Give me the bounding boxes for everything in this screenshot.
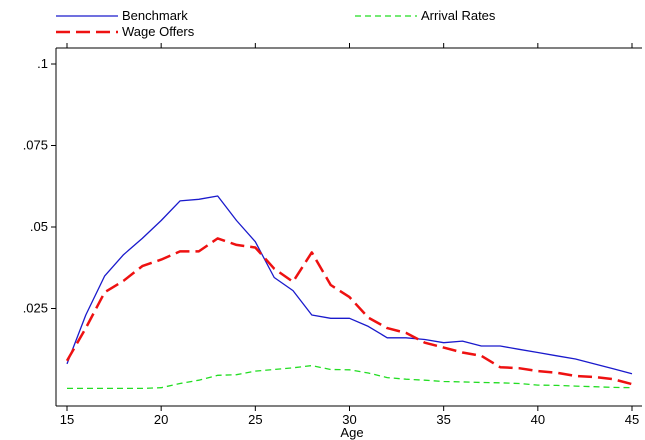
series-line-arrival-rates [67,364,633,390]
x-tick-label: 45 [625,412,639,427]
plot-frame [55,47,642,407]
series-layer [65,195,633,390]
legend: Benchmark Arrival Rates Wage Offers [56,8,496,39]
series-line-wage-offers [65,237,633,386]
y-axis: .025 .05 .075 .1 [23,56,56,316]
y-tick-label: .075 [23,138,48,153]
series-line-benchmark [66,195,633,375]
x-tick-label: 30 [342,412,356,427]
x-tick-label: 15 [60,412,74,427]
x-tick-label: 20 [154,412,168,427]
x-axis-title: Age [340,425,363,440]
x-tick-label: 40 [531,412,545,427]
y-tick-label: .025 [23,301,48,316]
legend-label-benchmark: Benchmark [122,8,188,23]
y-tick-label: .05 [30,219,48,234]
legend-label-arrival-rates: Arrival Rates [421,8,496,23]
x-axis: 15 20 25 30 35 40 45 [60,43,639,427]
x-tick-label: 25 [248,412,262,427]
legend-label-wage-offers: Wage Offers [122,24,195,39]
x-tick-label: 35 [436,412,450,427]
y-tick-label: .1 [37,56,48,71]
